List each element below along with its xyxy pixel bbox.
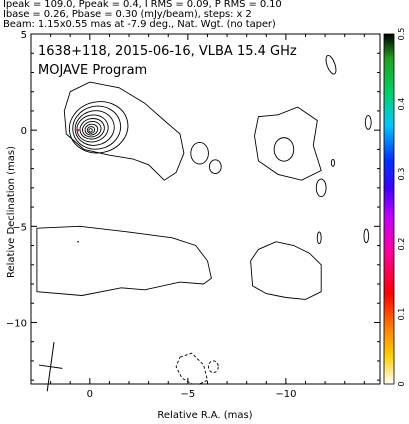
contour-blob-2	[321, 14, 334, 31]
contour-blob-5	[316, 231, 322, 245]
contour-core-outer	[63, 81, 185, 181]
header-stats: Ipeak = 109.0, Ppeak = 0.4, I RMS = 0.09…	[3, 0, 282, 10]
x-tick-label: −10	[275, 389, 296, 400]
contour-core-level-3	[74, 110, 115, 146]
contour-layer	[36, 14, 372, 384]
header-base-info: Ibase = 0.26, Pbase = 0.30 (mJy/beam), s…	[3, 9, 252, 20]
chart-title: 1638+118, 2015-06-16, VLBA 15.4 GHz	[38, 44, 297, 59]
contour-knot-b-tail	[315, 178, 327, 198]
colorbar-tick-labels: 0 0.1 0.2 0.3 0.4 0.5	[397, 28, 406, 387]
contour-negative-2	[207, 360, 219, 374]
beam-marker	[38, 342, 63, 392]
contour-knot-a	[190, 141, 209, 165]
chart-subtitle: MOJAVE Program	[38, 63, 147, 78]
y-axis-label: Relative Declination (mas)	[6, 146, 17, 278]
beam-minor-axis	[38, 364, 63, 369]
header-beam-info: Beam: 1.15x0.55 mas at -7.9 deg., Nat. W…	[3, 19, 276, 30]
colorbar-tick-label: 0.3	[397, 168, 406, 181]
peak-marker	[76, 128, 80, 132]
contour-core-level-1	[68, 101, 129, 154]
y-tick-label: 5	[21, 30, 27, 41]
y-tick-label: 0	[21, 126, 27, 137]
contour-core-level-6	[82, 121, 102, 138]
x-tick-label: 0	[87, 389, 93, 400]
axis-tick-labels: 0 −5 −10 5 0 −5 −10	[6, 30, 297, 400]
contour-negative-1	[175, 352, 209, 384]
contour-core-level-7	[84, 123, 99, 136]
y-tick-label: −10	[6, 318, 27, 329]
contour-blob-4	[330, 158, 335, 167]
contour-core-level-5	[79, 118, 105, 140]
colorbar-tick-label: 0	[397, 381, 406, 386]
colorbar-tick-label: 0.1	[397, 308, 406, 321]
contour-core-level-4	[76, 114, 109, 143]
axis-ticks	[31, 33, 380, 384]
contour-lower-left	[36, 225, 212, 296]
plot-frame	[30, 33, 381, 385]
contour-knot-b-inner	[273, 137, 295, 162]
colorbar-tick-label: 0.4	[397, 98, 406, 111]
colorbar	[383, 33, 395, 385]
y-tick-label: −5	[12, 222, 27, 233]
contour-blob-1	[325, 55, 337, 75]
contour-lower-right	[250, 241, 322, 300]
contour-blob-6	[363, 228, 370, 244]
colorbar-tick-label: 0.2	[397, 238, 406, 251]
contour-blob-3	[364, 115, 372, 130]
colorbar-tick-label: 0.5	[397, 28, 406, 41]
x-tick-label: −5	[180, 389, 195, 400]
contour-knot-b-outer	[254, 106, 322, 181]
x-axis-label: Relative R.A. (mas)	[157, 410, 252, 421]
contour-core-level-2	[72, 105, 122, 150]
contour-core-level-9	[88, 128, 93, 133]
contour-core-level-8	[86, 126, 96, 134]
contour-knot-a2	[208, 159, 222, 175]
contour-dot	[77, 240, 79, 243]
